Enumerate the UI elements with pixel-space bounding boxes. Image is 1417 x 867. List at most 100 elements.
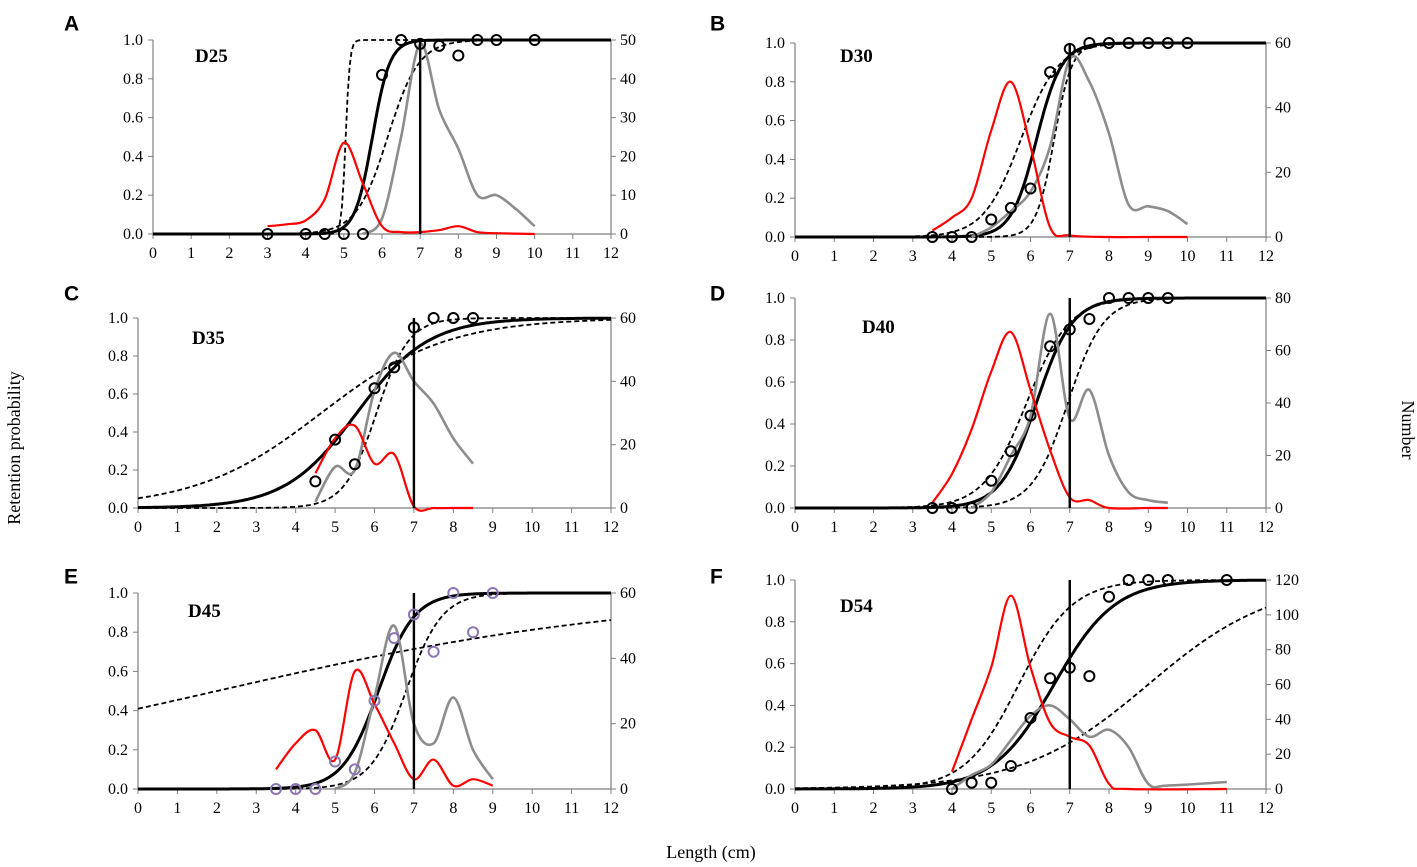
observed-point [1122,574,1135,586]
gray-length-frequency-curve [314,351,475,503]
ci-curve [794,606,1267,790]
observed-point [1044,66,1057,79]
x-tick-label: 9 [1144,800,1152,817]
y2-tick-label: 40 [620,71,636,88]
red-length-frequency-curve [314,423,473,512]
x-tick-label: 12 [1258,248,1274,265]
x-tick-label: 2 [213,800,221,817]
x-tick-label: 1 [830,800,838,817]
y-tick-label: 0.4 [765,697,785,714]
observed-point [1103,590,1115,603]
y2-tick-label: 20 [620,148,636,165]
y2-tick-label: 120 [1275,572,1299,589]
observed-point [1004,760,1017,773]
observed-point [467,626,480,639]
y-tick-label: 0.4 [108,703,128,720]
y-tick-label: 0.4 [123,148,143,165]
x-tick-label: 4 [948,519,956,536]
y-tick-label: 0.0 [765,781,785,798]
x-tick-label: 1 [173,519,181,536]
observed-point [388,632,401,645]
y-axis-title-right: Number [1398,401,1417,460]
observed-point [452,49,465,62]
y-tick-label: 0.2 [765,739,785,756]
x-tick-label: 3 [909,248,917,265]
x-tick-label: 3 [252,519,260,536]
y2-tick-label: 80 [1275,290,1291,307]
fitted-selectivity-curve [153,38,611,236]
x-tick-label: 2 [870,519,878,536]
x-tick-label: 8 [1105,519,1113,536]
x-tick-label: 10 [527,245,543,262]
ci-curve [138,592,611,790]
x-tick-label: 1 [173,800,181,817]
y2-tick-label: 20 [620,716,636,733]
x-tick-label: 0 [134,800,142,817]
x-tick-label: 6 [371,800,379,817]
x-tick-label: 7 [410,519,418,536]
observed-point [1083,313,1096,325]
x-tick-label: 6 [1027,519,1035,536]
y-tick-label: 0.8 [765,332,785,349]
observed-point [1083,670,1096,683]
observed-point [348,458,361,471]
x-tick-label: 9 [489,519,497,536]
gray-length-frequency-curve [971,55,1189,239]
x-tick-label: 0 [791,800,799,817]
y-tick-label: 0.4 [765,416,785,433]
y-tick-label: 0.2 [123,187,143,204]
x-tick-label: 4 [948,800,956,817]
x-tick-label: 5 [340,245,348,262]
observed-point [1122,292,1135,304]
x-tick-label: 7 [410,800,418,817]
y2-tick-label: 0 [1275,781,1283,798]
red-length-frequency-curve [950,594,1227,791]
observed-point [965,231,978,243]
x-tick-label: 7 [1066,519,1074,536]
x-tick-label: 9 [489,800,497,817]
observed-point [1024,711,1037,724]
x-tick-label: 6 [371,519,379,536]
observed-point [261,228,274,240]
observed-point [1004,445,1017,458]
x-tick-label: 5 [987,519,995,536]
observed-point [1181,37,1194,49]
observed-point [388,361,401,374]
observed-point [348,763,361,776]
y-tick-label: 0.6 [765,113,785,130]
observed-point [376,68,388,81]
observed-point [427,312,440,324]
x-tick-label: 12 [1258,800,1274,817]
observed-point [447,312,460,324]
panel-dataset-label: D25 [195,46,228,67]
observed-point [1122,37,1135,49]
observed-point [1063,323,1076,336]
observed-point [1024,182,1037,195]
y-tick-label: 1.0 [765,572,785,589]
x-axis-title: Length (cm) [666,842,755,863]
panel-dataset-label: D35 [192,328,225,349]
observed-point [407,608,420,621]
y2-tick-label: 10 [620,187,636,204]
y-tick-label: 0.4 [765,151,785,168]
observed-point [1161,37,1174,49]
x-tick-label: 1 [830,519,838,536]
y2-tick-label: 0 [620,500,628,517]
observed-point [471,34,484,46]
gray-length-frequency-curve [970,312,1169,510]
y2-tick-label: 20 [1275,164,1291,181]
x-tick-label: 11 [1219,800,1234,817]
observed-point [490,34,503,46]
observed-point [407,321,420,334]
y2-tick-label: 60 [620,585,636,602]
y-tick-label: 0.6 [108,386,128,403]
x-tick-label: 10 [524,519,540,536]
x-tick-label: 7 [1066,248,1074,265]
x-tick-label: 2 [225,245,233,262]
x-tick-label: 12 [603,245,619,262]
y2-tick-label: 60 [1275,343,1291,360]
y-tick-label: 1.0 [108,585,128,602]
panel-dataset-label: D54 [840,596,873,617]
observed-point [337,228,350,240]
